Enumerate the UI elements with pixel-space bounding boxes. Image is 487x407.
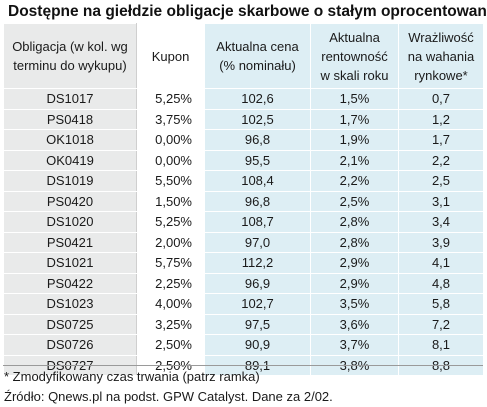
sensitivity-cell: 4,1 [398, 252, 484, 274]
price-cell: 96,8 [204, 190, 311, 212]
yield-cell: 2,9% [310, 252, 399, 274]
coupon-cell: 5,50% [136, 170, 205, 192]
bond-cell: OK1018 [3, 129, 137, 151]
bond-cell: PS0418 [3, 108, 137, 130]
sensitivity-cell: 2,2 [398, 149, 484, 171]
yield-cell: 1,7% [310, 108, 399, 130]
sensitivity-cell: 1,7 [398, 129, 484, 151]
sensitivity-cell: 7,2 [398, 313, 484, 335]
price-cell: 97,5 [204, 313, 311, 335]
price-cell: 95,5 [204, 149, 311, 171]
price-cell: 108,7 [204, 211, 311, 233]
table-row: DS1021 5,75% 112,2 2,9% 4,1 [3, 252, 484, 274]
table-row: PS0421 2,00% 97,0 2,8% 3,9 [3, 231, 484, 253]
coupon-cell: 5,25% [136, 88, 205, 110]
sensitivity-cell: 3,1 [398, 190, 484, 212]
table-row: PS0422 2,25% 96,9 2,9% 4,8 [3, 272, 484, 294]
price-cell: 97,0 [204, 231, 311, 253]
bond-cell: DS1021 [3, 252, 137, 274]
price-cell: 102,5 [204, 108, 311, 130]
sensitivity-cell: 0,7 [398, 88, 484, 110]
bond-cell: DS1020 [3, 211, 137, 233]
table-row: PS0420 1,50% 96,8 2,5% 3,1 [3, 190, 484, 212]
price-cell: 108,4 [204, 170, 311, 192]
yield-cell: 2,8% [310, 231, 399, 253]
table-title: Dostępne na giełdzie obligacje skarbowe … [8, 3, 487, 20]
footer-divider [3, 365, 483, 366]
table-body: DS1017 5,25% 102,6 1,5% 0,7 PS0418 3,75% 102,5 1… [3, 88, 484, 376]
bond-cell: PS0421 [3, 231, 137, 253]
sensitivity-cell: 2,5 [398, 170, 484, 192]
table-header-row: Obligacja (w kol. wg terminu do wykupu) … [3, 23, 484, 89]
bond-cell: DS1017 [3, 88, 137, 110]
bond-cell: DS0726 [3, 334, 137, 356]
coupon-cell: 2,00% [136, 231, 205, 253]
yield-cell: 1,5% [310, 88, 399, 110]
price-cell: 96,8 [204, 129, 311, 151]
coupon-cell: 5,75% [136, 252, 205, 274]
bond-cell: OK0419 [3, 149, 137, 171]
bond-cell: PS0422 [3, 272, 137, 294]
bond-cell: DS1019 [3, 170, 137, 192]
yield-cell: 2,9% [310, 272, 399, 294]
yield-cell: 2,2% [310, 170, 399, 192]
coupon-cell: 3,25% [136, 313, 205, 335]
yield-cell: 3,6% [310, 313, 399, 335]
header-yield: Aktualna rentowność w skali roku [310, 23, 399, 89]
header-bond: Obligacja (w kol. wg terminu do wykupu) [3, 23, 137, 89]
table-row: OK1018 0,00% 96,8 1,9% 1,7 [3, 129, 484, 151]
table-row: DS1017 5,25% 102,6 1,5% 0,7 [3, 88, 484, 110]
price-cell: 102,7 [204, 293, 311, 315]
bond-cell: DS0725 [3, 313, 137, 335]
source-note: Źródło: Qnews.pl na podst. GPW Catalyst.… [4, 389, 333, 404]
header-price: Aktualna cena (% nominału) [204, 23, 311, 89]
price-cell: 112,2 [204, 252, 311, 274]
table-row: PS0418 3,75% 102,5 1,7% 1,2 [3, 108, 484, 130]
yield-cell: 3,5% [310, 293, 399, 315]
yield-cell: 2,8% [310, 211, 399, 233]
sensitivity-cell: 4,8 [398, 272, 484, 294]
coupon-cell: 3,75% [136, 108, 205, 130]
bond-cell: PS0420 [3, 190, 137, 212]
table-row: DS1023 4,00% 102,7 3,5% 5,8 [3, 293, 484, 315]
coupon-cell: 1,50% [136, 190, 205, 212]
sensitivity-cell: 3,9 [398, 231, 484, 253]
price-cell: 90,9 [204, 334, 311, 356]
sensitivity-cell: 3,4 [398, 211, 484, 233]
coupon-cell: 4,00% [136, 293, 205, 315]
sensitivity-cell: 5,8 [398, 293, 484, 315]
bonds-table: Obligacja (w kol. wg terminu do wykupu) … [3, 23, 484, 376]
yield-cell: 2,5% [310, 190, 399, 212]
coupon-cell: 0,00% [136, 129, 205, 151]
coupon-cell: 0,00% [136, 149, 205, 171]
bond-cell: DS1023 [3, 293, 137, 315]
footnote: * Zmodyfikowany czas trwania (patrz ramk… [4, 369, 260, 384]
coupon-cell: 2,25% [136, 272, 205, 294]
table-row: DS1019 5,50% 108,4 2,2% 2,5 [3, 170, 484, 192]
table-row: DS0725 3,25% 97,5 3,6% 7,2 [3, 313, 484, 335]
sensitivity-cell: 8,1 [398, 334, 484, 356]
header-coupon: Kupon [136, 23, 205, 89]
table-row: OK0419 0,00% 95,5 2,1% 2,2 [3, 149, 484, 171]
table-row: DS0726 2,50% 90,9 3,7% 8,1 [3, 334, 484, 356]
table-row: DS1020 5,25% 108,7 2,8% 3,4 [3, 211, 484, 233]
price-cell: 96,9 [204, 272, 311, 294]
yield-cell: 1,9% [310, 129, 399, 151]
sensitivity-cell: 1,2 [398, 108, 484, 130]
header-sensitivity: Wrażliwość na wahania rynkowe* [398, 23, 484, 89]
price-cell: 102,6 [204, 88, 311, 110]
yield-cell: 3,7% [310, 334, 399, 356]
coupon-cell: 2,50% [136, 334, 205, 356]
coupon-cell: 5,25% [136, 211, 205, 233]
yield-cell: 2,1% [310, 149, 399, 171]
